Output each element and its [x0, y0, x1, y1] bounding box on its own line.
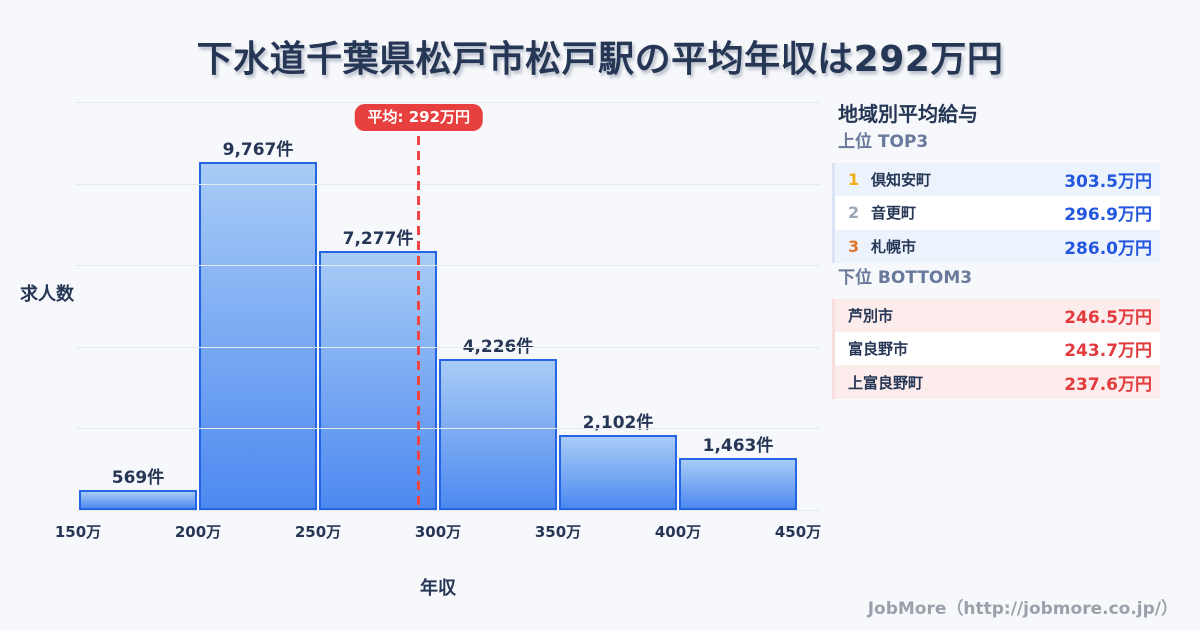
gridline — [75, 428, 820, 430]
x-tick-label: 350万 — [534, 523, 582, 541]
region-name: 芦別市 — [848, 307, 894, 326]
bar-value-label: 9,767件 — [222, 140, 294, 160]
x-tick-label: 150万 — [54, 523, 102, 541]
histogram-bar — [679, 457, 797, 510]
bottom3-heading: 下位 BOTTOM3 — [838, 267, 973, 288]
salary-value: 237.6万円 — [1064, 374, 1152, 395]
x-tick-label: 200万 — [174, 523, 222, 541]
x-tick-label: 300万 — [414, 523, 462, 541]
gridline — [75, 510, 820, 511]
gridline — [75, 346, 820, 348]
salary-value: 303.5万円 — [1064, 172, 1152, 193]
x-tick-label: 450万 — [774, 523, 822, 541]
list-item: 2 音更町 296.9万円 — [835, 196, 1160, 230]
salary-value: 296.9万円 — [1064, 205, 1152, 226]
top3-heading: 上位 TOP3 — [838, 132, 929, 152]
x-tick-label: 400万 — [654, 523, 702, 541]
region-name: 札幌市 — [871, 237, 917, 256]
bar-value-label: 7,277件 — [342, 228, 414, 249]
bar-value-label: 2,102件 — [582, 413, 654, 434]
bar-value-label: 569件 — [111, 467, 165, 488]
salary-value: 243.7万円 — [1064, 341, 1152, 362]
histogram-bar — [559, 435, 677, 510]
histogram-bar — [199, 162, 317, 510]
bar-value-label: 1,463件 — [702, 435, 774, 456]
x-axis-label: 年収 — [420, 578, 456, 599]
rank-number: 1 — [848, 170, 860, 190]
mean-badge: 平均: 292万円 — [354, 104, 484, 131]
histogram-bar — [439, 359, 557, 510]
gridline — [75, 265, 820, 267]
list-item: 3 札幌市 286.0万円 — [835, 229, 1160, 263]
list-item: 1 倶知安町 303.5万円 — [835, 163, 1160, 197]
region-name: 上富良野町 — [848, 373, 924, 392]
y-axis-label: 求人数 — [20, 284, 74, 305]
region-name: 富良野市 — [848, 340, 909, 359]
rank-number: 2 — [848, 203, 860, 223]
bottom3-list: 芦別市 246.5万円 富良野市 243.7万円 上富良野町 237.6万円 — [832, 298, 1160, 399]
sidebar-regional-salaries: 地域別平均給与 上位 TOP3 1 倶知安町 303.5万円 2 音更町 296… — [832, 98, 1160, 399]
page-title: 下水道千葉県松戸市松戸駅の平均年収は292万円 — [196, 39, 1004, 80]
list-item: 芦別市 246.5万円 — [835, 298, 1160, 333]
region-name: 倶知安町 — [871, 171, 932, 190]
list-item: 上富良野町 237.6万円 — [835, 365, 1160, 399]
rank-number: 3 — [848, 236, 860, 256]
histogram-bar — [79, 489, 197, 510]
salary-value: 286.0万円 — [1064, 238, 1152, 259]
gridline — [75, 183, 820, 185]
sidebar-title: 地域別平均給与 — [838, 102, 978, 126]
mean-line — [417, 136, 421, 510]
x-tick-label: 250万 — [294, 523, 342, 541]
region-name: 音更町 — [871, 204, 917, 223]
gridline — [75, 102, 820, 103]
list-item: 富良野市 243.7万円 — [835, 332, 1160, 366]
salary-value: 246.5万円 — [1064, 308, 1152, 329]
top3-list: 1 倶知安町 303.5万円 2 音更町 296.9万円 3 札幌市 286.0… — [832, 163, 1160, 263]
mean-badge-label: 平均: 292万円 — [367, 108, 471, 126]
footer-credit: JobMore（http://jobmore.co.jp/） — [867, 599, 1178, 619]
